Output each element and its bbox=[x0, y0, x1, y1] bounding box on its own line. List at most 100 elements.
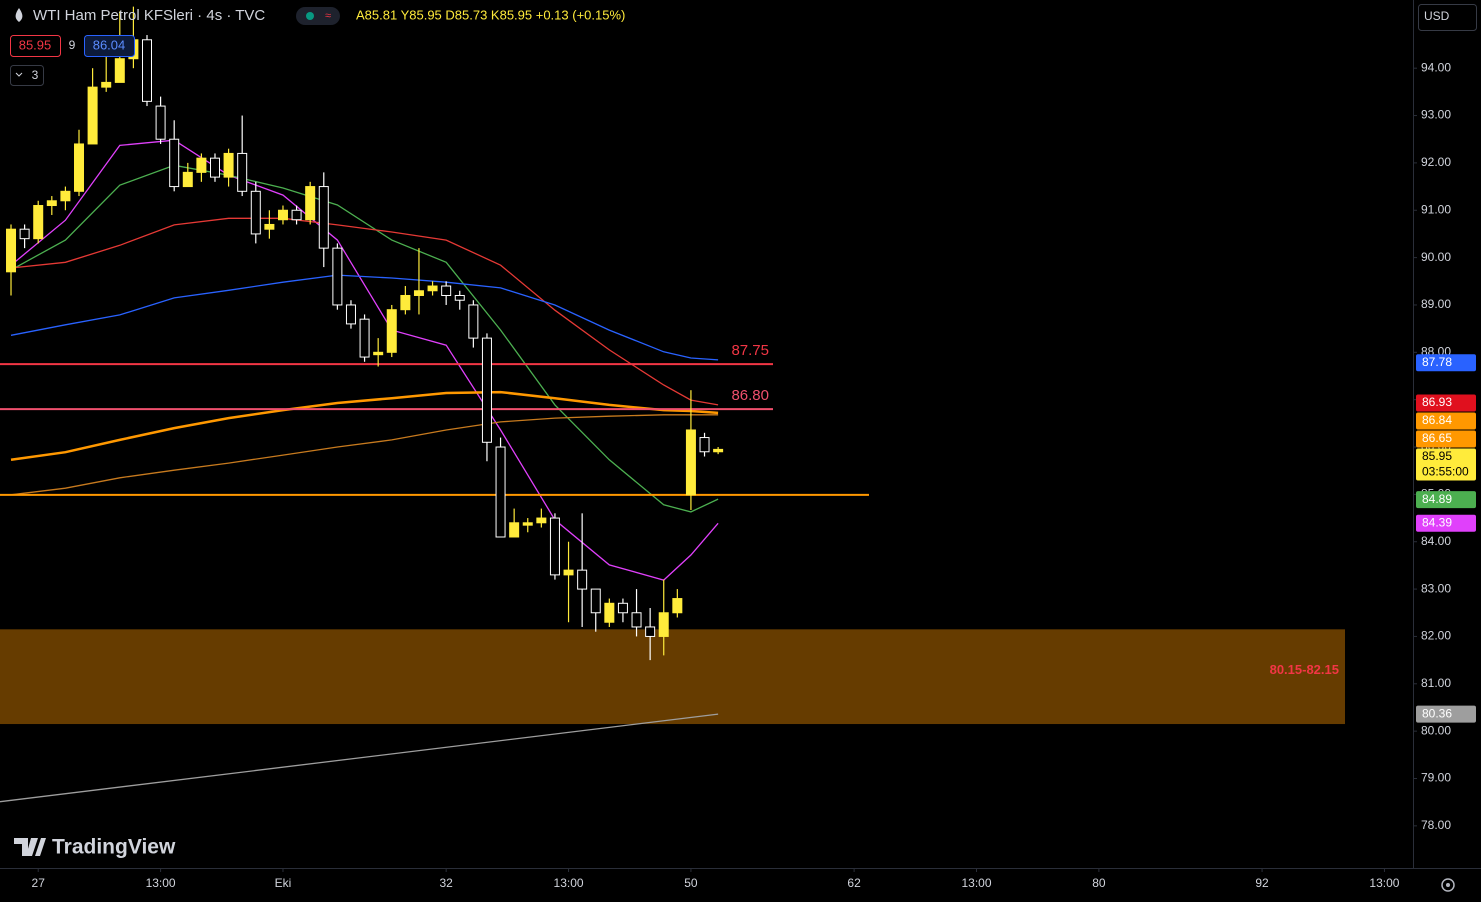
x-tick-label: 13:00 bbox=[1369, 876, 1399, 890]
candle bbox=[237, 115, 248, 197]
candle-body bbox=[19, 228, 30, 240]
candle-body bbox=[46, 200, 57, 207]
candle-body bbox=[386, 309, 397, 353]
candle-body bbox=[196, 157, 207, 173]
candle bbox=[685, 390, 696, 511]
candle-body bbox=[33, 205, 44, 240]
price-tag-label: 80.36 bbox=[1422, 706, 1452, 720]
candle-body bbox=[577, 569, 588, 590]
price-tag-label: 87.78 bbox=[1422, 355, 1452, 369]
plot-area: 80.15-82.15 87.75 86.80 bbox=[0, 6, 1345, 803]
candle bbox=[604, 598, 615, 627]
candle-body bbox=[209, 157, 220, 178]
price-tag-label: 84.39 bbox=[1422, 515, 1452, 529]
candle bbox=[536, 508, 547, 528]
price-tag-label: 85.95 bbox=[1422, 449, 1452, 463]
countdown: 03:55:00 bbox=[1422, 465, 1469, 479]
indicator-count[interactable]: 3 bbox=[32, 68, 39, 82]
price-tag bbox=[1416, 514, 1476, 532]
candle bbox=[209, 153, 220, 182]
candle-body bbox=[549, 517, 560, 576]
candle-body bbox=[713, 448, 724, 453]
y-tick-label: 94.00 bbox=[1421, 60, 1451, 74]
x-tick-label: 62 bbox=[847, 876, 861, 890]
candle-body bbox=[468, 304, 479, 339]
y-tick-label: 92.00 bbox=[1421, 155, 1451, 169]
currency-button[interactable] bbox=[1418, 4, 1477, 31]
settings-icon[interactable] bbox=[1441, 878, 1455, 892]
y-tick-label: 93.00 bbox=[1421, 108, 1451, 122]
candle-body bbox=[563, 569, 574, 576]
zone-label: 80.15-82.15 bbox=[1270, 662, 1339, 677]
candle bbox=[277, 205, 288, 225]
candle bbox=[196, 153, 207, 182]
candle-body bbox=[658, 612, 669, 637]
candle bbox=[386, 304, 397, 358]
sell-price[interactable]: 85.95 bbox=[19, 37, 52, 52]
indicators-toggle[interactable] bbox=[10, 65, 44, 86]
moving-average bbox=[10, 414, 719, 496]
candle-body bbox=[141, 39, 152, 102]
x-tick-label: 27 bbox=[32, 876, 46, 890]
candle-body bbox=[441, 285, 452, 296]
status-pill[interactable] bbox=[296, 7, 340, 25]
candle-body bbox=[101, 81, 112, 88]
candle bbox=[563, 541, 574, 623]
candle-body bbox=[685, 429, 696, 496]
candle-body bbox=[223, 152, 234, 178]
buy-button[interactable] bbox=[84, 35, 135, 57]
candle-body bbox=[74, 143, 85, 192]
candle bbox=[305, 181, 316, 225]
status-icon: ≈ bbox=[325, 10, 331, 22]
candle bbox=[46, 196, 57, 215]
price-tag bbox=[1416, 491, 1476, 509]
candle-body bbox=[332, 247, 343, 306]
level-label: 86.80 bbox=[731, 387, 769, 404]
currency[interactable]: USD bbox=[1424, 9, 1450, 23]
candle bbox=[291, 205, 302, 225]
candle bbox=[699, 432, 710, 457]
candle bbox=[549, 513, 560, 580]
candle bbox=[318, 172, 329, 268]
candle-body bbox=[509, 522, 520, 538]
x-tick-label: 32 bbox=[439, 876, 453, 890]
y-tick-label: 90.00 bbox=[1421, 250, 1451, 264]
candle bbox=[345, 300, 356, 329]
x-tick-label: 13:00 bbox=[554, 876, 584, 890]
candle bbox=[454, 290, 465, 310]
candle bbox=[264, 210, 275, 239]
candle-body bbox=[604, 602, 615, 623]
candle-body bbox=[427, 285, 438, 292]
candle bbox=[332, 243, 343, 310]
candle bbox=[359, 314, 370, 362]
candle bbox=[672, 589, 683, 618]
candle-body bbox=[495, 446, 506, 538]
symbol-title[interactable]: WTI Ham Petrol KFSleri · 4s · TVC bbox=[33, 7, 265, 24]
level-label: 87.75 bbox=[731, 342, 769, 359]
candle-body bbox=[699, 437, 710, 453]
buy-price[interactable]: 86.04 bbox=[93, 37, 126, 52]
candle bbox=[223, 148, 234, 187]
y-tick-label: 91.00 bbox=[1421, 202, 1451, 216]
y-tick-label: 83.00 bbox=[1421, 581, 1451, 595]
market-status bbox=[306, 12, 314, 20]
candle-body bbox=[155, 105, 166, 140]
candle bbox=[400, 286, 411, 315]
candle bbox=[427, 281, 438, 296]
candle bbox=[441, 281, 452, 305]
brand[interactable]: TradingView bbox=[52, 836, 176, 859]
candle-body bbox=[169, 138, 180, 188]
candle bbox=[577, 513, 588, 627]
candle bbox=[522, 518, 533, 533]
candle-body bbox=[60, 190, 71, 202]
x-tick-label: 80 bbox=[1092, 876, 1106, 890]
candle-body bbox=[454, 294, 465, 301]
moving-average bbox=[0, 713, 719, 803]
candle-body bbox=[6, 228, 17, 273]
moving-average bbox=[10, 274, 719, 361]
candle bbox=[60, 186, 71, 211]
chevron bbox=[15, 72, 23, 77]
sell-button[interactable] bbox=[10, 35, 61, 57]
candle bbox=[373, 338, 384, 367]
